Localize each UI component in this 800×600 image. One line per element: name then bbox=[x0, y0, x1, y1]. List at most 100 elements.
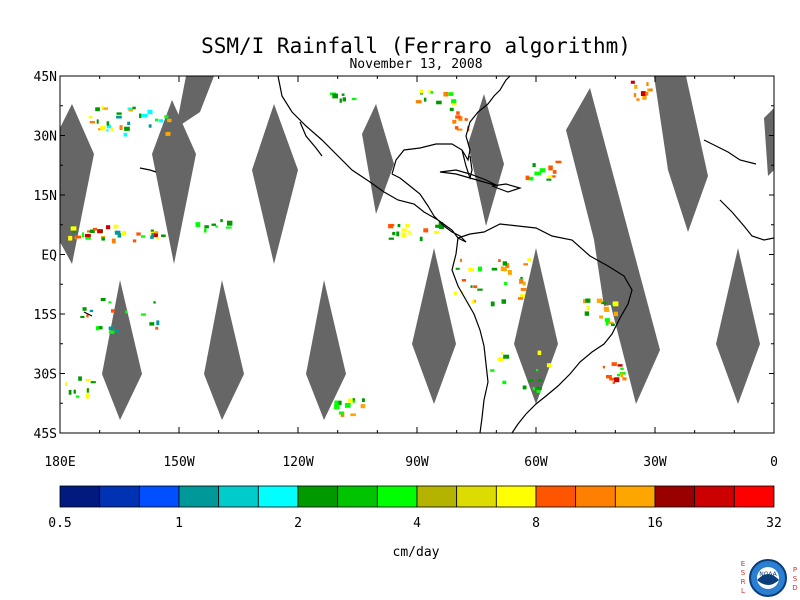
rain-pixel bbox=[468, 267, 474, 272]
rain-pixel bbox=[106, 124, 111, 129]
colorbar-swatch bbox=[495, 485, 537, 508]
rain-pixel bbox=[204, 225, 209, 229]
rain-pixel bbox=[428, 90, 431, 93]
rain-pixel bbox=[150, 235, 154, 239]
map-subtitle: November 13, 2008 bbox=[349, 57, 482, 72]
rain-pixel bbox=[119, 125, 123, 131]
rain-pixel bbox=[584, 311, 589, 316]
rain-pixel bbox=[443, 91, 449, 97]
rain-pixel bbox=[602, 365, 605, 369]
rain-pixel bbox=[111, 238, 116, 244]
rain-pixel bbox=[113, 224, 117, 229]
rain-pixel bbox=[645, 91, 649, 96]
rain-pixel bbox=[127, 107, 132, 110]
rain-pixel bbox=[80, 315, 85, 318]
rain-pixel bbox=[98, 128, 102, 131]
swath-gap bbox=[716, 248, 760, 404]
colorbar-label: 1 bbox=[175, 516, 183, 531]
rain-pixel bbox=[85, 235, 91, 240]
rain-pixel bbox=[116, 115, 122, 119]
swath-gap bbox=[306, 280, 346, 420]
rain-pixel bbox=[148, 124, 152, 128]
lat-tick-label: EQ bbox=[41, 249, 57, 264]
rain-pixel bbox=[491, 267, 498, 271]
rain-pixel bbox=[552, 170, 557, 174]
lat-tick-label: 30N bbox=[34, 130, 57, 145]
rain-pixel bbox=[161, 234, 166, 237]
colorbar-label: 8 bbox=[532, 516, 540, 531]
rain-pixel bbox=[220, 219, 223, 223]
rain-pixel bbox=[155, 118, 159, 122]
rain-pixel bbox=[95, 107, 100, 112]
colorbar-swatch bbox=[614, 485, 656, 508]
colorbar-label: 2 bbox=[294, 516, 302, 531]
rain-pixel bbox=[140, 313, 146, 316]
rain-pixel bbox=[151, 233, 155, 237]
rain-pixel bbox=[419, 236, 423, 242]
rain-pixel bbox=[634, 84, 638, 89]
rain-pixel bbox=[350, 413, 356, 417]
rain-pixel bbox=[89, 309, 94, 313]
rain-pixel bbox=[528, 379, 534, 382]
lat-tick-label: 15S bbox=[34, 308, 57, 323]
rain-pixel bbox=[136, 232, 141, 236]
lon-tick-label: 150W bbox=[163, 455, 194, 470]
rain-pixel bbox=[604, 318, 610, 323]
rain-pixel bbox=[537, 350, 542, 355]
rain-pixel bbox=[642, 95, 647, 100]
rain-pixel bbox=[647, 88, 653, 92]
rain-pixel bbox=[617, 373, 621, 377]
lon-tick-label: 180E bbox=[44, 455, 75, 470]
rain-pixel bbox=[548, 165, 553, 171]
lon-tick-label: 60W bbox=[524, 455, 548, 470]
rain-pixel bbox=[522, 385, 527, 390]
rain-pixel bbox=[156, 236, 159, 240]
rain-pixel bbox=[449, 107, 454, 112]
rain-pixel bbox=[344, 403, 351, 408]
rain-pixel bbox=[525, 175, 530, 181]
colorbar-swatch bbox=[138, 485, 180, 508]
rain-pixel bbox=[505, 263, 510, 268]
rain-pixel bbox=[546, 363, 552, 368]
rain-pixel bbox=[501, 352, 504, 355]
rain-pixel bbox=[534, 171, 540, 176]
rain-pixel bbox=[490, 301, 495, 307]
swath-gap bbox=[252, 104, 298, 264]
rain-pixel bbox=[68, 389, 72, 395]
rain-pixel bbox=[396, 231, 400, 237]
logo-letter: L bbox=[741, 587, 745, 595]
colorbar-swatch bbox=[99, 485, 140, 508]
rain-pixel bbox=[646, 82, 649, 86]
rain-pixel bbox=[167, 118, 172, 123]
rain-pixel bbox=[149, 322, 155, 326]
colorbar-swatch bbox=[178, 485, 220, 508]
swath-gap bbox=[152, 100, 196, 264]
rain-pixel bbox=[607, 321, 614, 324]
rain-pixel bbox=[389, 224, 395, 227]
rain-pixel bbox=[451, 99, 457, 104]
rain-pixel bbox=[117, 233, 122, 238]
colorbar-label: 0.5 bbox=[48, 516, 71, 531]
swath-gap bbox=[60, 104, 94, 264]
rain-pixel bbox=[96, 326, 99, 331]
rain-pixel bbox=[98, 326, 103, 330]
colorbar-swatch bbox=[337, 485, 378, 508]
rain-pixel bbox=[452, 102, 457, 105]
rain-pixel bbox=[334, 400, 339, 405]
swath-gap bbox=[204, 280, 244, 420]
rain-pixel bbox=[520, 287, 527, 291]
lat-tick-label: 45S bbox=[34, 427, 57, 442]
rain-pixel bbox=[547, 175, 553, 178]
rain-pixel bbox=[430, 91, 434, 94]
rain-pixel bbox=[401, 228, 407, 232]
rain-pixel bbox=[448, 92, 454, 96]
rain-pixel bbox=[456, 128, 463, 131]
rain-pixel bbox=[141, 113, 148, 118]
lat-tick-label: 15N bbox=[34, 189, 57, 204]
rain-pixel bbox=[155, 326, 159, 330]
rain-pixel bbox=[439, 226, 445, 229]
rain-pixel bbox=[332, 93, 338, 99]
rain-pixel bbox=[436, 100, 442, 105]
